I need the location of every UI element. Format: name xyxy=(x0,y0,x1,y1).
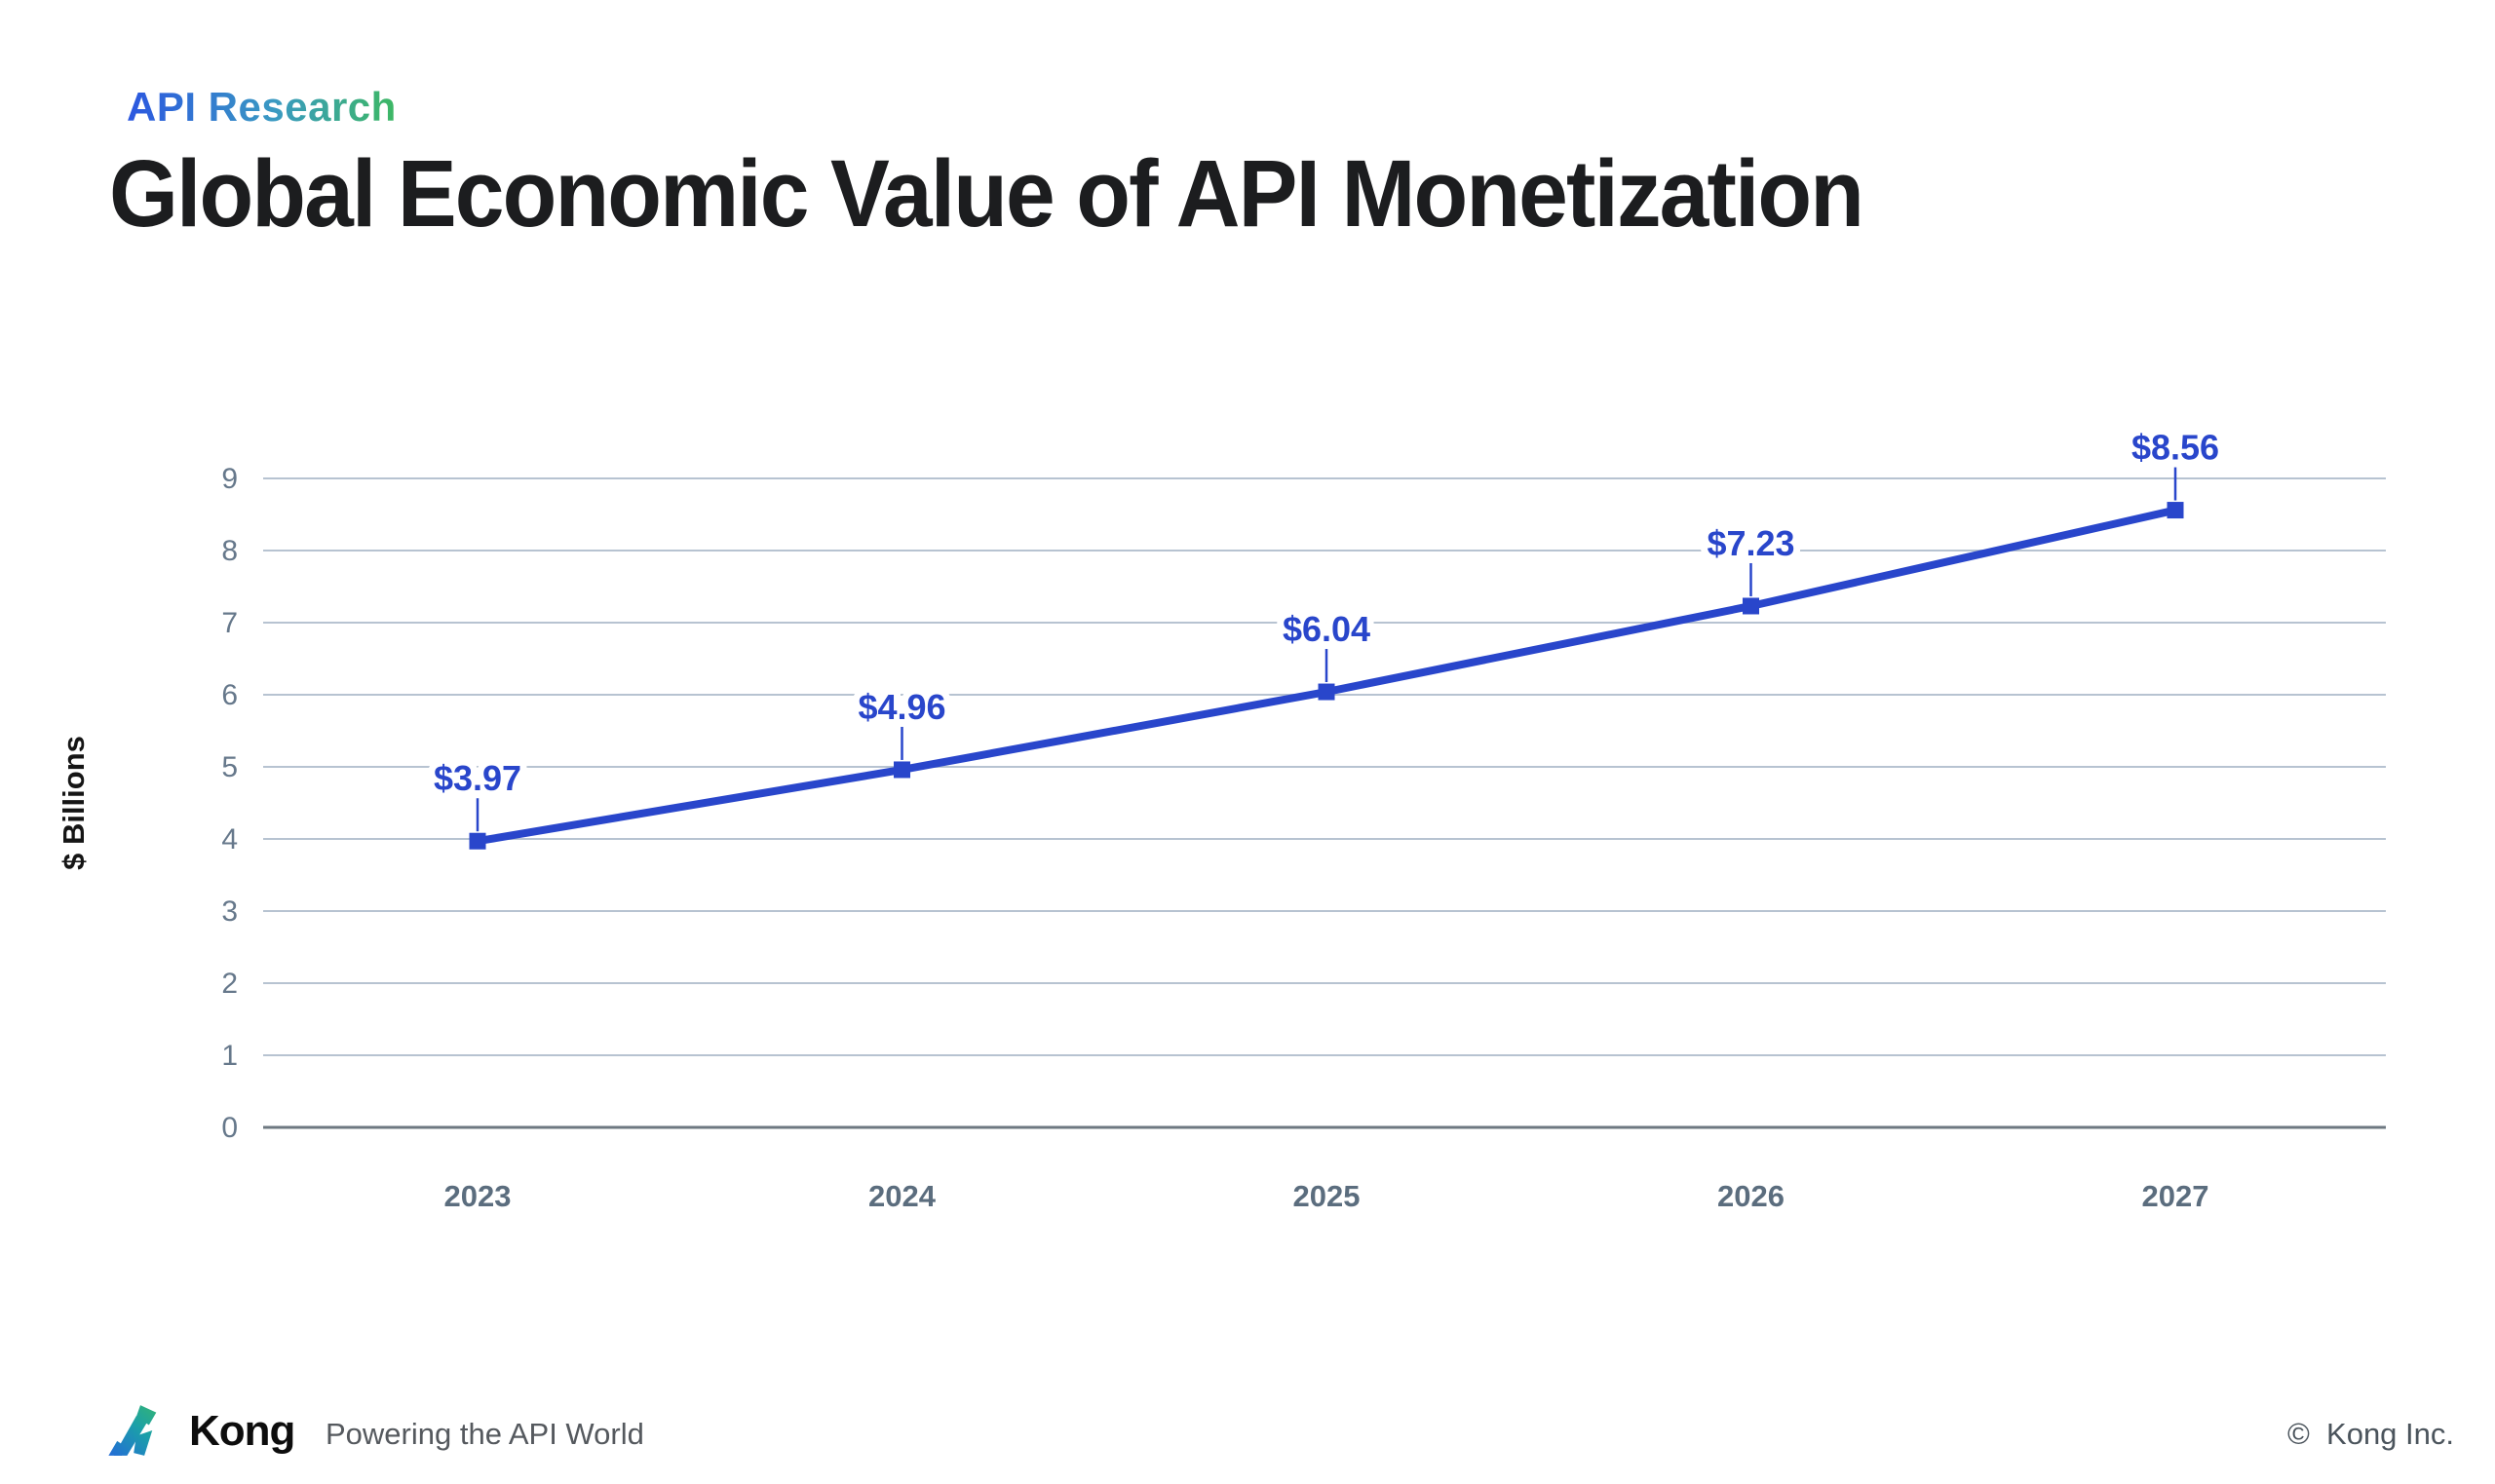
svg-text:$7.23: $7.23 xyxy=(1707,523,1794,563)
svg-text:$ Billions: $ Billions xyxy=(57,736,91,870)
svg-text:$4.96: $4.96 xyxy=(858,687,945,727)
svg-text:$6.04: $6.04 xyxy=(1283,609,1370,649)
svg-text:0: 0 xyxy=(221,1112,238,1144)
svg-text:8: 8 xyxy=(221,535,238,567)
footer-copyright: © Kong Inc. xyxy=(2286,1417,2454,1451)
svg-text:$3.97: $3.97 xyxy=(434,758,521,798)
svg-text:2026: 2026 xyxy=(1717,1179,1785,1213)
svg-text:5: 5 xyxy=(221,751,238,783)
footer-tagline: Powering the API World xyxy=(326,1417,644,1451)
kong-logo-icon xyxy=(108,1405,157,1456)
svg-text:6: 6 xyxy=(221,679,238,711)
svg-text:2023: 2023 xyxy=(444,1179,512,1213)
svg-text:2025: 2025 xyxy=(1293,1179,1361,1213)
svg-text:2027: 2027 xyxy=(2142,1179,2209,1213)
svg-text:3: 3 xyxy=(221,895,238,928)
svg-text:2: 2 xyxy=(221,968,238,1000)
svg-text:2024: 2024 xyxy=(868,1179,937,1213)
line-chart: 0 1 2 3 4 5 6 7 8 9 $ Billions 2023 2024 2025 2026 2027… xyxy=(57,421,2386,1213)
svg-text:7: 7 xyxy=(221,607,238,639)
page-title: Global Economic Value of API Monetizatio… xyxy=(109,140,1864,247)
svg-text:$8.56: $8.56 xyxy=(2131,428,2219,468)
svg-text:9: 9 xyxy=(221,463,238,495)
kong-wordmark: Kong xyxy=(189,1407,295,1455)
eyebrow-label: API Research xyxy=(127,84,397,130)
svg-text:1: 1 xyxy=(221,1040,238,1072)
svg-text:4: 4 xyxy=(221,823,238,856)
